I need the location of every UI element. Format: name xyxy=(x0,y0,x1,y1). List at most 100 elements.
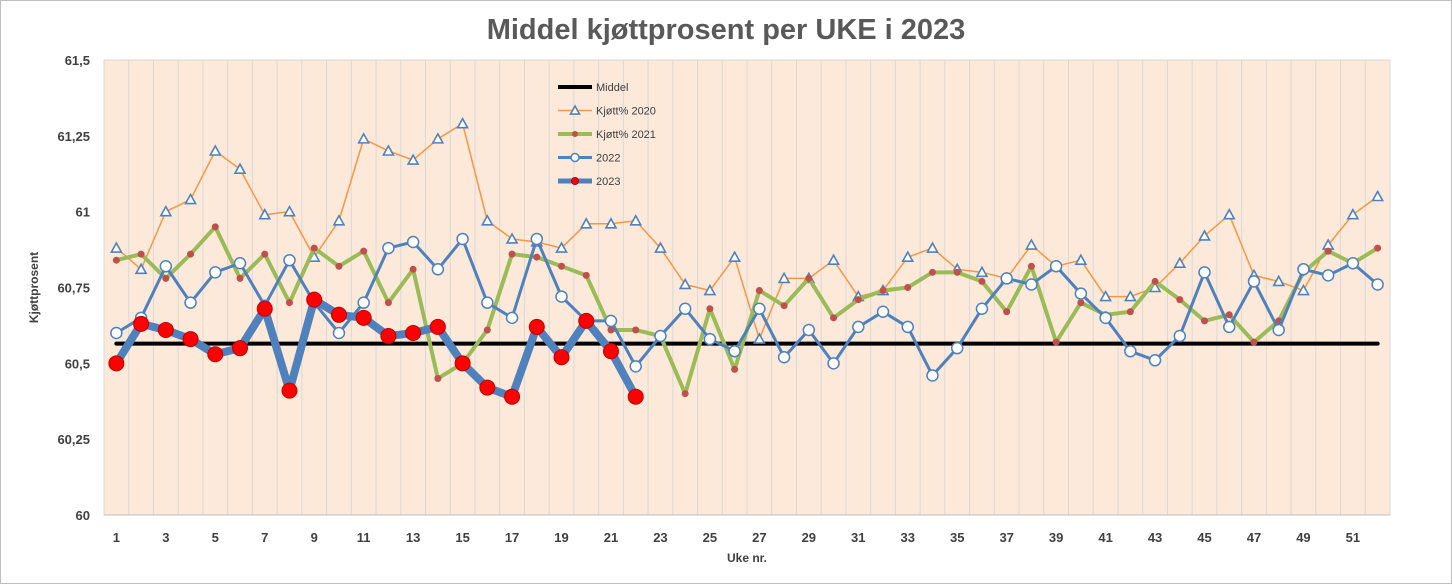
data-point-s2020 xyxy=(505,232,519,244)
legend-marker xyxy=(572,131,578,137)
data-point-s2021 xyxy=(805,274,813,282)
data-point-s2021 xyxy=(1126,308,1134,316)
data-point-s2023 xyxy=(528,318,545,335)
legend-marker xyxy=(571,177,579,185)
x-tick-label: 27 xyxy=(752,530,766,545)
chart-title: Middel kjøttprosent per UKE i 2023 xyxy=(486,14,966,46)
data-point-s2020 xyxy=(134,262,148,275)
data-point-s2021 xyxy=(731,365,739,373)
data-point-s2020 xyxy=(110,241,123,253)
x-tick-label: 13 xyxy=(406,530,420,545)
data-point-s2023 xyxy=(108,355,125,372)
data-point-s2020 xyxy=(283,205,296,217)
data-point-s2022 xyxy=(1321,269,1335,282)
data-point-s2021 xyxy=(1052,338,1060,346)
data-point-s2022 xyxy=(209,266,222,279)
data-point-s2023 xyxy=(627,388,644,405)
data-point-s2022 xyxy=(1223,320,1236,334)
data-point-s2021 xyxy=(1374,244,1382,252)
data-point-s2021 xyxy=(285,299,293,307)
data-point-s2022 xyxy=(827,357,840,370)
data-point-s2022 xyxy=(332,326,346,340)
data-point-s2023 xyxy=(182,331,199,348)
data-point-s2020 xyxy=(1123,289,1137,302)
data-point-s2022 xyxy=(1000,272,1013,285)
data-point-s2022 xyxy=(802,323,816,337)
data-point-s2020 xyxy=(975,265,989,278)
data-point-s2023 xyxy=(578,312,595,329)
data-point-s2020 xyxy=(728,250,741,262)
data-point-s2023 xyxy=(157,321,174,338)
series-line-s2022 xyxy=(114,237,1380,377)
data-point-s2020 xyxy=(1198,229,1211,241)
data-point-s2021 xyxy=(854,296,862,304)
data-point-s2023 xyxy=(133,315,150,332)
data-point-s2022 xyxy=(1025,278,1038,291)
data-point-s2023 xyxy=(602,343,619,360)
data-point-s2021 xyxy=(211,223,219,231)
data-point-s2021 xyxy=(1176,296,1184,304)
data-point-s2021 xyxy=(879,287,887,295)
data-point-s2020 xyxy=(1272,274,1286,287)
x-tick-label: 35 xyxy=(950,530,964,545)
data-point-s2022 xyxy=(184,296,197,309)
data-point-s2021 xyxy=(1151,277,1159,285)
data-point-s2021 xyxy=(928,268,936,276)
data-point-s2021 xyxy=(310,244,318,252)
x-tick-label: 29 xyxy=(802,530,816,545)
x-tick-label: 5 xyxy=(212,530,219,545)
data-point-s2021 xyxy=(1027,262,1035,270)
data-point-s2022 xyxy=(1371,278,1384,291)
x-tick-label: 7 xyxy=(261,530,268,545)
data-point-s2021 xyxy=(409,265,417,273)
data-point-s2020 xyxy=(357,132,371,144)
data-point-s2021 xyxy=(137,250,145,258)
data-point-s2022 xyxy=(728,344,741,358)
data-point-s2023 xyxy=(504,388,521,405)
legend-marker xyxy=(569,104,581,115)
data-point-s2022 xyxy=(950,341,964,355)
data-point-s2020 xyxy=(555,241,568,253)
x-tick-label: 41 xyxy=(1098,530,1112,545)
data-point-s2021 xyxy=(632,326,640,334)
data-point-s2021 xyxy=(904,284,912,291)
data-point-s2020 xyxy=(1074,253,1088,266)
data-point-s2021 xyxy=(162,274,170,282)
data-point-s2021 xyxy=(508,250,516,258)
data-point-s2020 xyxy=(159,205,173,217)
data-point-s2021 xyxy=(384,299,392,307)
data-point-s2020 xyxy=(901,250,915,262)
data-point-s2020 xyxy=(406,153,420,165)
data-point-s2020 xyxy=(456,117,469,129)
data-point-s2022 xyxy=(753,302,766,315)
data-point-s2020 xyxy=(678,277,692,290)
data-point-s2020 xyxy=(431,132,445,144)
data-point-s2021 xyxy=(335,262,343,270)
data-point-s2021 xyxy=(483,326,491,334)
data-point-s2020 xyxy=(1371,189,1384,202)
y-tick-label: 60,5 xyxy=(65,356,90,371)
x-tick-label: 37 xyxy=(999,530,1013,545)
data-point-s2022 xyxy=(431,263,445,276)
data-point-s2022 xyxy=(975,302,989,315)
legend-label: Kjøtt% 2020 xyxy=(596,106,656,118)
gridlines xyxy=(104,60,1390,516)
data-point-s2022 xyxy=(283,253,296,267)
data-point-s2023 xyxy=(380,328,397,345)
x-tick-label: 15 xyxy=(455,530,469,545)
data-point-s2023 xyxy=(330,306,347,323)
series-line-s2020 xyxy=(115,122,1379,340)
y-axis: 60 60,25 60,5 60,75 61 61,25 61,5 xyxy=(57,53,90,523)
data-point-s2021 xyxy=(434,375,442,382)
data-point-s2020 xyxy=(703,283,717,296)
data-point-s2023 xyxy=(454,355,471,372)
data-point-s2022 xyxy=(456,232,469,246)
x-tick-label: 49 xyxy=(1296,530,1310,545)
legend-label: 2022 xyxy=(596,153,620,165)
x-tick-label: 21 xyxy=(604,530,618,545)
data-point-s2022 xyxy=(777,351,791,364)
data-point-s2020 xyxy=(654,241,667,253)
data-point-s2023 xyxy=(355,309,372,326)
series-line-s2023 xyxy=(112,295,640,401)
y-tick-label: 60,75 xyxy=(57,281,90,296)
